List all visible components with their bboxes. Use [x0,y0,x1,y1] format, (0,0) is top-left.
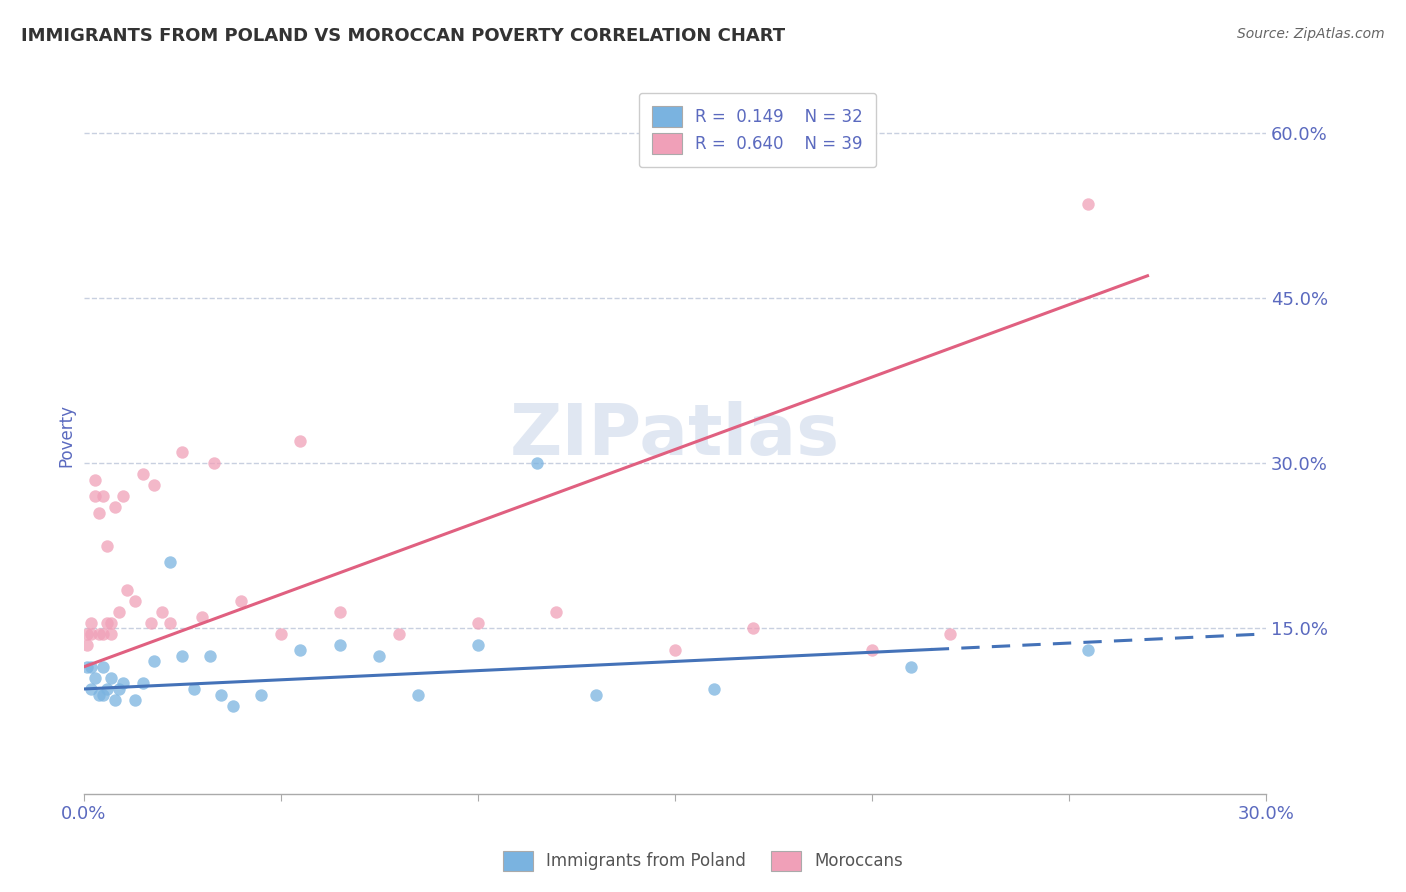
Point [368,648,391,663]
Point [664,643,686,657]
Point [860,643,883,657]
Point [170,648,193,663]
Point [170,445,193,459]
Point [104,693,127,707]
Point [131,467,153,482]
Point [546,605,568,619]
Point [96,615,118,630]
Point [100,615,122,630]
Legend: Immigrants from Poland, Moroccans: Immigrants from Poland, Moroccans [495,842,911,880]
Text: IMMIGRANTS FROM POLAND VS MOROCCAN POVERTY CORRELATION CHART: IMMIGRANTS FROM POLAND VS MOROCCAN POVER… [21,27,785,45]
Point [124,594,146,608]
Point [84,473,107,487]
Point [96,681,118,696]
Point [91,688,114,702]
Point [900,660,922,674]
Point [329,605,352,619]
Legend: R =  0.149    N = 32, R =  0.640    N = 39: R = 0.149 N = 32, R = 0.640 N = 39 [638,93,876,167]
Point [388,627,411,641]
Point [91,627,114,641]
Point [89,506,111,520]
Point [290,643,312,657]
Point [329,638,352,652]
Point [198,648,221,663]
Point [84,489,107,503]
Text: Source: ZipAtlas.com: Source: ZipAtlas.com [1237,27,1385,41]
Point [84,671,107,685]
Point [80,615,103,630]
Point [89,627,111,641]
Point [526,456,548,470]
Point [585,688,607,702]
Point [209,688,232,702]
Point [80,660,103,674]
Point [100,671,122,685]
Point [80,627,103,641]
Point [139,615,162,630]
Point [231,594,253,608]
Point [111,676,134,690]
Point [290,434,312,448]
Point [183,681,205,696]
Point [91,660,114,674]
Text: ZIPatlas: ZIPatlas [509,401,839,470]
Point [115,582,138,597]
Point [143,655,166,669]
Point [89,688,111,702]
Point [150,605,173,619]
Point [250,688,273,702]
Point [108,605,131,619]
Point [76,638,98,652]
Point [703,681,725,696]
Point [190,610,212,624]
Point [111,489,134,503]
Point [222,698,245,713]
Point [124,693,146,707]
Point [159,615,181,630]
Point [467,638,489,652]
Point [100,627,122,641]
Y-axis label: Poverty: Poverty [58,404,75,467]
Point [91,489,114,503]
Point [143,478,166,492]
Point [96,539,118,553]
Point [742,621,765,635]
Point [467,615,489,630]
Point [159,555,181,569]
Point [1077,197,1099,211]
Point [202,456,225,470]
Point [108,681,131,696]
Point [1077,643,1099,657]
Point [270,627,292,641]
Point [408,688,430,702]
Point [76,627,98,641]
Point [131,676,153,690]
Point [80,681,103,696]
Point [939,627,962,641]
Point [76,660,98,674]
Point [104,500,127,515]
